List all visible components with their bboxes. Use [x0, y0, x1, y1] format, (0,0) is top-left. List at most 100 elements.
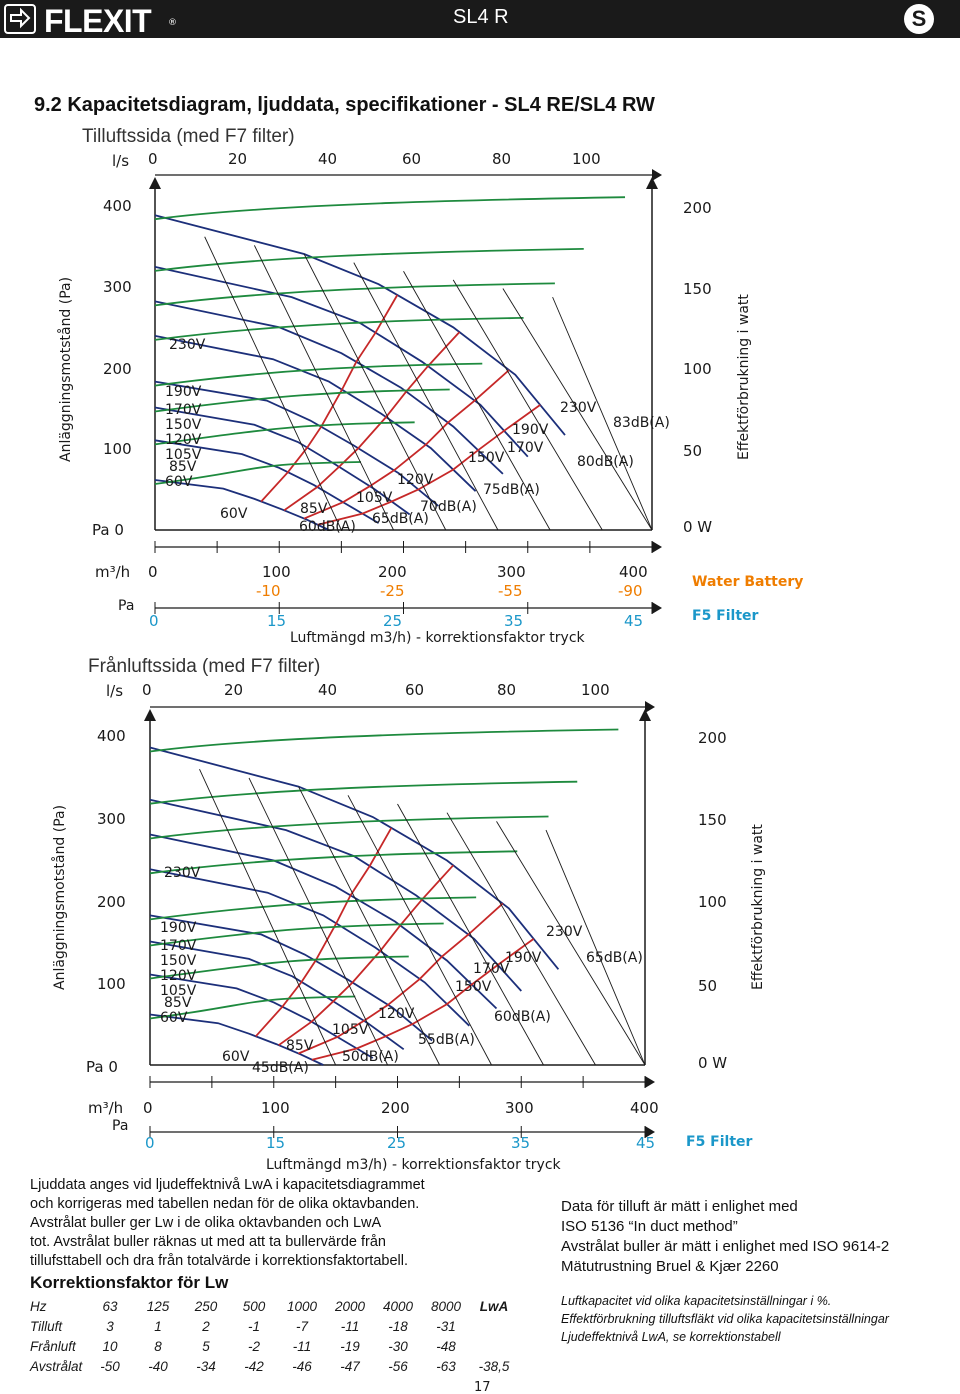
sound-level-label: 80dB(A) — [577, 454, 634, 470]
y-tick-label: 100 — [97, 975, 126, 993]
arrow-icon — [652, 602, 662, 614]
table-cell — [470, 1316, 518, 1336]
y-tick-label: Pa 0 — [86, 1058, 118, 1076]
sound-level-label: 65dB(A) — [372, 511, 429, 527]
x-tick-label: 400 — [619, 563, 648, 581]
table-cell: -1 — [247, 1318, 260, 1334]
table-cell: 2 — [202, 1318, 210, 1334]
table-cell: 3 — [106, 1318, 114, 1334]
arrow-icon — [652, 541, 662, 553]
duct-line — [545, 829, 646, 1066]
page-number: 17 — [474, 1380, 491, 1394]
table-cell: 2000 — [334, 1298, 366, 1314]
chart2-xlabel: Luftmängd m3/h) - korrektionsfaktor tryc… — [266, 1157, 561, 1173]
sound-level-label: 83dB(A) — [613, 415, 670, 431]
sound-level-label: 60dB(A) — [299, 519, 356, 535]
top-tick-label: 100 — [572, 150, 601, 168]
y-tick-label: 200 — [97, 893, 126, 911]
y-tick-label: 400 — [103, 197, 132, 215]
curve-85V — [149, 973, 374, 1059]
top-tick-label: 80 — [492, 150, 512, 168]
curve-105V — [154, 406, 411, 516]
power-curve-105V — [149, 922, 444, 947]
table-cell: -46 — [292, 1358, 312, 1374]
table-cell: 1000 — [286, 1298, 318, 1314]
y-tick-label: 200 — [103, 360, 132, 378]
water-battery-tick: -90 — [618, 582, 643, 600]
curve-150V — [154, 335, 477, 492]
curve-150V — [149, 868, 470, 1027]
table-cell: -56 — [388, 1358, 408, 1374]
voltage-label: 85V — [164, 995, 192, 1011]
curve-voltage-label: 85V — [286, 1038, 314, 1054]
table-cell: 8000 — [430, 1298, 462, 1314]
y2-tick-label: 100 — [683, 360, 712, 378]
note-line: Luftkapacitet vid olika kapacitetsinstäl… — [561, 1294, 832, 1308]
sound-line — [260, 294, 399, 503]
chart1-f5-unit: Pa — [118, 598, 135, 614]
curve-voltage-label: 190V — [512, 422, 549, 438]
arrow-icon — [144, 709, 156, 721]
top-tick-label: 0 — [142, 681, 152, 699]
section-title: 9.2 Kapacitetsdiagram, ljuddata, specifi… — [34, 94, 655, 116]
f5-tick-label: 0 — [145, 1134, 155, 1152]
arrow-icon — [645, 701, 655, 713]
curve-voltage-label: 105V — [332, 1022, 369, 1038]
note-line: Mätutrustning Bruel & Kjær 2260 — [561, 1258, 779, 1275]
y2-tick-label: 150 — [683, 280, 712, 298]
curve-voltage-label: 85V — [300, 501, 328, 517]
voltage-label: 230V — [164, 865, 201, 881]
y-tick-label: 400 — [97, 727, 126, 745]
y-tick-label: 100 — [103, 440, 132, 458]
correction-table: Hz 63 125 250 500 1000 2000 4000 8000 Lw… — [30, 1296, 518, 1376]
voltage-label: 150V — [160, 953, 197, 969]
voltage-label: 85V — [169, 459, 197, 475]
table-cell: Avstrålat — [30, 1358, 83, 1374]
y-tick-label: 300 — [103, 278, 132, 296]
voltage-label: 60V — [165, 474, 193, 490]
duct-line — [298, 786, 440, 1066]
sound-level-label: 55dB(A) — [418, 1032, 475, 1048]
table-cell — [470, 1336, 518, 1356]
duct-line — [248, 777, 389, 1066]
header-bar: FLEXIT ® SL4 R S — [0, 0, 960, 39]
table-cell: 5 — [202, 1338, 210, 1354]
voltage-label: 120V — [160, 968, 197, 984]
table-cell: 1 — [154, 1318, 162, 1334]
curve-voltage-label: 170V — [473, 961, 510, 977]
x-tick-label: 300 — [505, 1099, 534, 1117]
table-cell: -40 — [148, 1358, 168, 1374]
f5-tick-label: 15 — [267, 612, 287, 630]
top-tick-label: 0 — [148, 150, 158, 168]
table-cell: 10 — [102, 1338, 118, 1354]
power-curve-85V — [149, 955, 409, 980]
table-cell: Tilluft — [30, 1318, 63, 1334]
chart1-water-battery-label: Water Battery — [692, 574, 804, 590]
duct-line — [496, 821, 646, 1066]
chart2-x-unit: m³/h — [88, 1099, 124, 1117]
sound-level-label: 70dB(A) — [420, 499, 477, 515]
sound-line — [283, 331, 461, 512]
duct-line — [452, 279, 603, 531]
curve-190V — [154, 266, 529, 458]
table-cell: 250 — [194, 1298, 218, 1314]
curve-voltage-label: 150V — [468, 450, 505, 466]
arrow-icon — [639, 709, 651, 721]
voltage-label: 105V — [165, 447, 202, 463]
top-tick-label: 60 — [402, 150, 422, 168]
sound-line — [298, 902, 504, 1055]
table-cell: -11 — [340, 1318, 360, 1334]
arrow-icon — [149, 177, 161, 189]
table-row: Avstrålat -50 -40 -34 -42 -46 -47 -56 -6… — [30, 1356, 518, 1376]
power-curve-150V — [149, 850, 518, 875]
power-curve-60V — [149, 995, 356, 1020]
curve-105V — [149, 940, 405, 1051]
sound-level-label: 65dB(A) — [586, 950, 643, 966]
duct-line — [353, 262, 499, 531]
curve-85V — [154, 439, 380, 524]
y2-tick-label: 50 — [698, 977, 718, 995]
f5-tick-label: 35 — [504, 612, 524, 630]
arrow-icon — [645, 1076, 655, 1088]
x-tick-label: 100 — [262, 563, 291, 581]
curve-120V — [149, 914, 433, 1042]
